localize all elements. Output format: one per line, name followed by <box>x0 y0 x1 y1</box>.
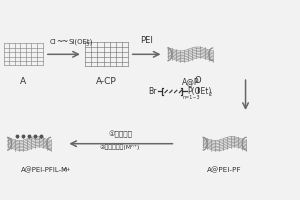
Text: ②金属盐溶液(Mⁿ⁺): ②金属盐溶液(Mⁿ⁺) <box>100 144 140 150</box>
Text: n+: n+ <box>64 167 71 172</box>
Text: 2: 2 <box>208 92 212 97</box>
Text: ~: ~ <box>61 37 68 46</box>
Text: Br: Br <box>148 87 157 96</box>
Text: ①酸化处理: ①酸化处理 <box>108 131 132 138</box>
Text: n=1~3: n=1~3 <box>182 95 200 100</box>
Text: O: O <box>194 76 201 85</box>
Text: Cl: Cl <box>50 39 56 45</box>
Text: A@PEI-PF: A@PEI-PF <box>207 167 242 173</box>
Text: P(OEt): P(OEt) <box>187 87 212 96</box>
Text: A-CP: A-CP <box>96 77 117 86</box>
Text: A: A <box>20 77 26 86</box>
Text: PEI: PEI <box>140 36 153 45</box>
Text: Si(OEt): Si(OEt) <box>69 39 93 45</box>
Text: A@PEI-PFIL-M: A@PEI-PFIL-M <box>21 167 68 173</box>
Text: A@P: A@P <box>182 77 199 86</box>
Text: ~: ~ <box>56 37 62 46</box>
Text: 3: 3 <box>86 42 89 47</box>
